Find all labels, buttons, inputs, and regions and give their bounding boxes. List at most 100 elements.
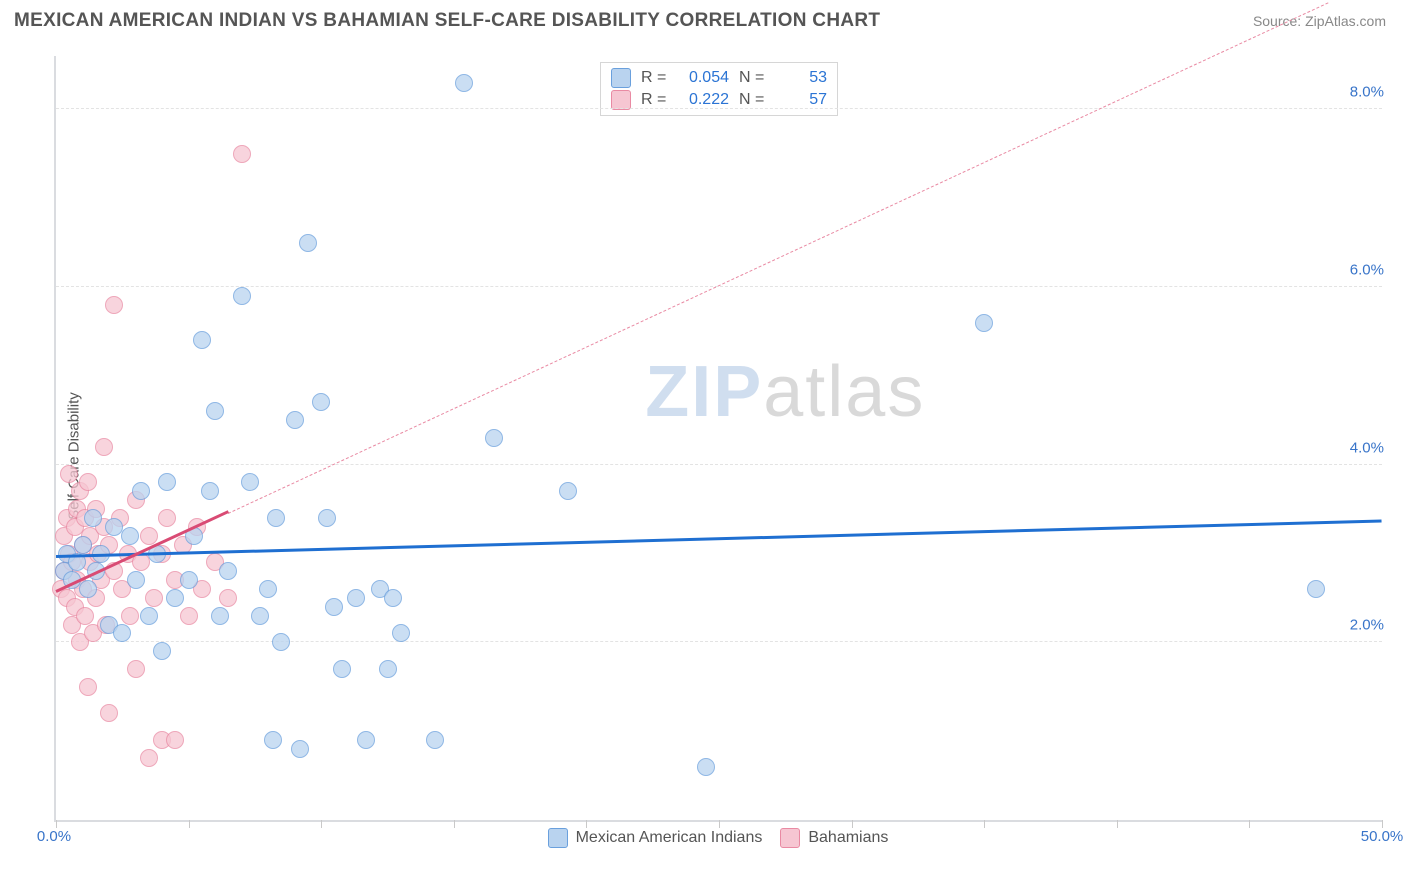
data-point [392, 624, 410, 642]
data-point [318, 509, 336, 527]
data-point [166, 589, 184, 607]
data-point [140, 749, 158, 767]
watermark: ZIPatlas [645, 351, 925, 433]
data-point [158, 473, 176, 491]
watermark-atlas: atlas [763, 352, 925, 432]
data-point [559, 482, 577, 500]
y-tick-label: 6.0% [1346, 261, 1388, 278]
data-point [357, 731, 375, 749]
legend-n-value: 53 [777, 69, 827, 87]
data-point [158, 509, 176, 527]
data-point [140, 607, 158, 625]
y-tick-label: 8.0% [1346, 84, 1388, 101]
x-axis: 0.0% 50.0% [54, 828, 1382, 848]
data-point [219, 562, 237, 580]
legend-r-value: 0.054 [679, 69, 729, 87]
legend-swatch-icon [611, 68, 631, 88]
legend-row: R = 0.054 N = 53 [611, 67, 827, 89]
data-point [347, 589, 365, 607]
x-tick [719, 820, 720, 828]
legend-n-label: N = [739, 91, 767, 109]
data-point [79, 473, 97, 491]
data-point [105, 296, 123, 314]
legend-r-label: R = [641, 91, 669, 109]
data-point [79, 678, 97, 696]
data-point [455, 74, 473, 92]
grid-line [56, 641, 1382, 642]
y-tick-label: 2.0% [1346, 617, 1388, 634]
x-tick [321, 820, 322, 828]
data-point [140, 527, 158, 545]
x-tick [852, 820, 853, 828]
data-point [241, 473, 259, 491]
data-point [132, 482, 150, 500]
data-point [121, 607, 139, 625]
legend-n-label: N = [739, 69, 767, 87]
data-point [426, 731, 444, 749]
data-point [233, 287, 251, 305]
data-point [379, 660, 397, 678]
chart-title: MEXICAN AMERICAN INDIAN VS BAHAMIAN SELF… [14, 10, 880, 32]
legend-r-label: R = [641, 69, 669, 87]
trend-line [56, 519, 1382, 558]
legend-n-value: 57 [777, 91, 827, 109]
data-point [251, 607, 269, 625]
chart-header: MEXICAN AMERICAN INDIAN VS BAHAMIAN SELF… [0, 0, 1406, 38]
data-point [233, 145, 251, 163]
data-point [485, 429, 503, 447]
data-point [299, 234, 317, 252]
data-point [697, 758, 715, 776]
x-tick [189, 820, 190, 828]
data-point [76, 607, 94, 625]
x-tick [1117, 820, 1118, 828]
data-point [74, 536, 92, 554]
data-point [127, 571, 145, 589]
data-point [145, 589, 163, 607]
data-point [219, 589, 237, 607]
data-point [84, 509, 102, 527]
legend-swatch-icon [611, 90, 631, 110]
legend-r-value: 0.222 [679, 91, 729, 109]
y-tick-label: 4.0% [1346, 439, 1388, 456]
data-point [272, 633, 290, 651]
data-point [180, 607, 198, 625]
x-tick [454, 820, 455, 828]
data-point [153, 642, 171, 660]
data-point [384, 589, 402, 607]
data-point [100, 704, 118, 722]
data-point [206, 402, 224, 420]
plot-area: ZIPatlas R = 0.054 N = 53 R = 0.222 N = … [54, 56, 1382, 822]
data-point [121, 527, 139, 545]
data-point [180, 571, 198, 589]
data-point [267, 509, 285, 527]
data-point [264, 731, 282, 749]
data-point [286, 411, 304, 429]
x-tick [56, 820, 57, 828]
data-point [127, 660, 145, 678]
chart-container: Self-Care Disability ZIPatlas R = 0.054 … [14, 44, 1392, 868]
x-tick [1249, 820, 1250, 828]
x-tick [586, 820, 587, 828]
x-tick [1382, 820, 1383, 828]
data-point [333, 660, 351, 678]
data-point [259, 580, 277, 598]
data-point [312, 393, 330, 411]
data-point [211, 607, 229, 625]
data-point [166, 731, 184, 749]
x-tick-label: 0.0% [37, 828, 71, 845]
grid-line [56, 108, 1382, 109]
x-tick-label: 50.0% [1361, 828, 1404, 845]
data-point [79, 580, 97, 598]
x-tick [984, 820, 985, 828]
data-point [325, 598, 343, 616]
data-point [975, 314, 993, 332]
data-point [1307, 580, 1325, 598]
grid-line [56, 464, 1382, 465]
data-point [193, 331, 211, 349]
data-point [113, 624, 131, 642]
data-point [60, 465, 78, 483]
data-point [95, 438, 113, 456]
data-point [291, 740, 309, 758]
watermark-zip: ZIP [645, 352, 763, 432]
data-point [201, 482, 219, 500]
